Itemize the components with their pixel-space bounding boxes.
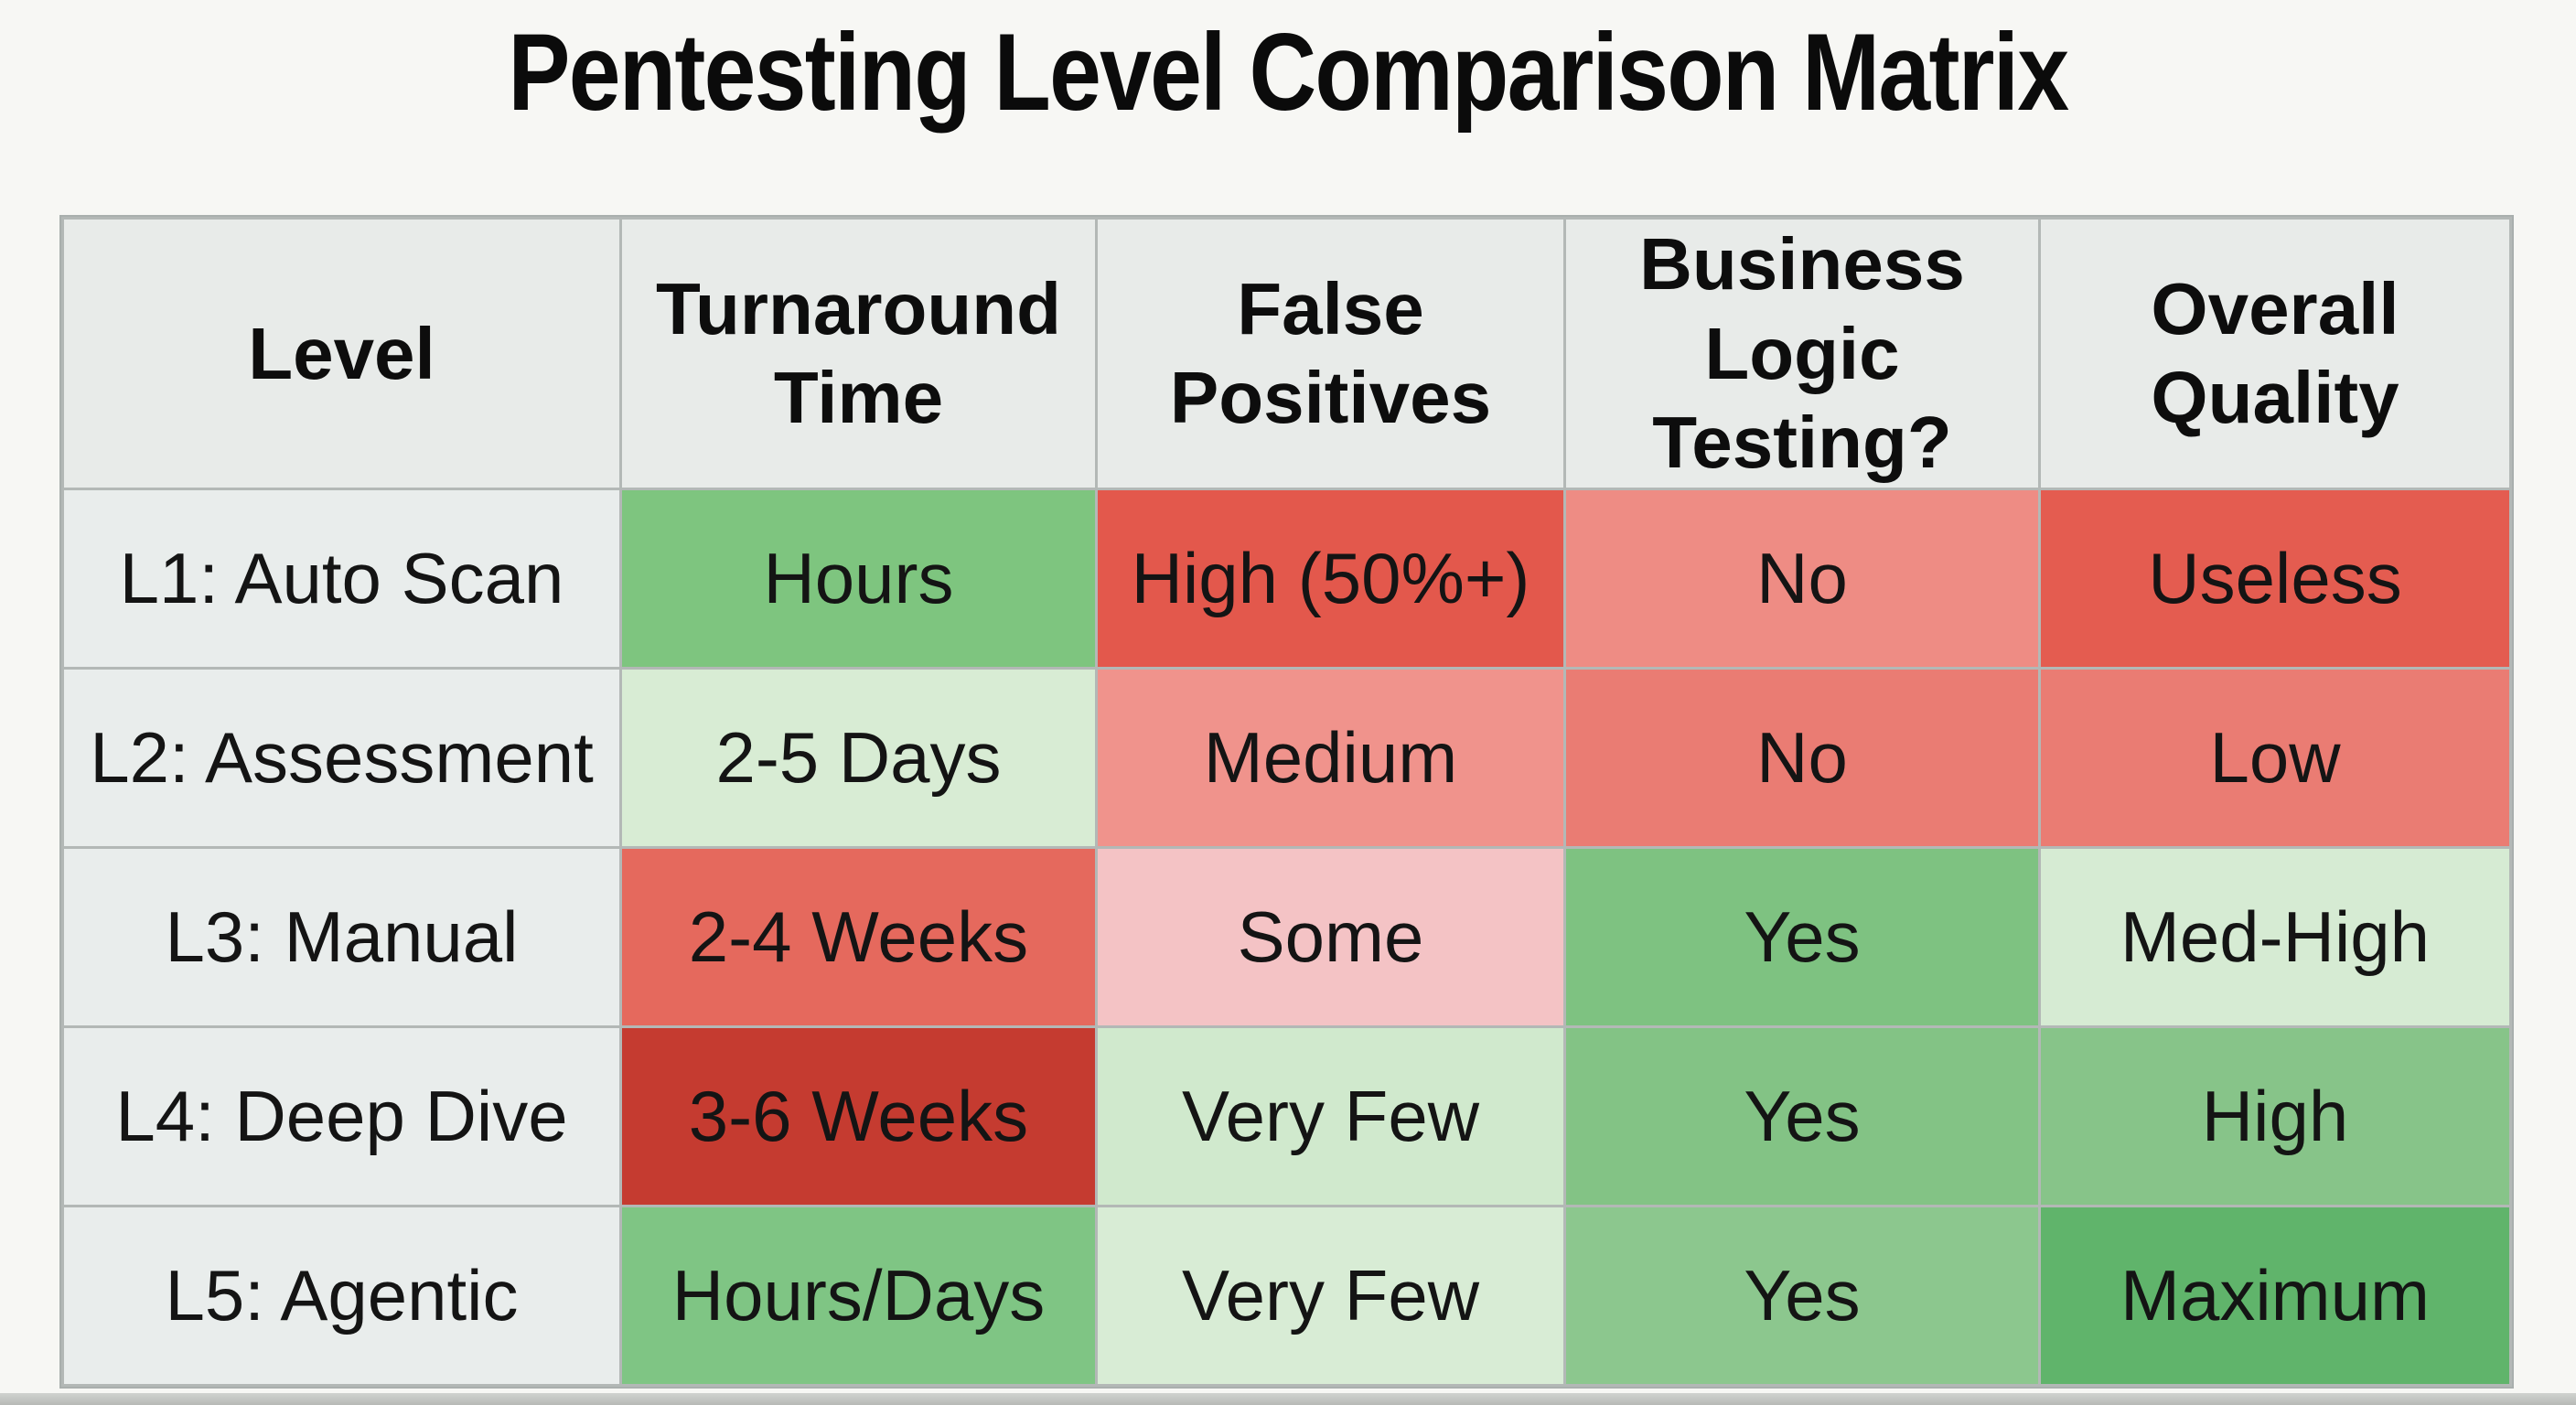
table-cell: Useless xyxy=(2038,487,2512,670)
table-cell: Yes xyxy=(1563,1204,2041,1387)
column-header: Turnaround Time xyxy=(619,217,1098,490)
table-cell: High (50%+) xyxy=(1095,487,1566,670)
level-cell: L4: Deep Dive xyxy=(61,1024,622,1207)
table-row: L4: Deep Dive 3-6 Weeks Very Few Yes High xyxy=(61,1024,2512,1207)
table-body: L1: Auto Scan Hours High (50%+) No Useless L2… xyxy=(61,487,2512,1387)
page-title: Pentesting Level Comparison Matrix xyxy=(0,9,2576,135)
table-cell: Yes xyxy=(1563,1024,2041,1207)
comparison-table: Level Turnaround Time False Positives Busin… xyxy=(61,217,2512,1387)
header-row: Level Turnaround Time False Positives Busin… xyxy=(61,217,2512,490)
table-cell: Hours xyxy=(619,487,1098,670)
column-header: False Positives xyxy=(1095,217,1566,490)
page-title-text: Pentesting Level Comparison Matrix xyxy=(508,11,2070,134)
table-cell: Yes xyxy=(1563,845,2041,1028)
bottom-edge-strip xyxy=(0,1393,2576,1405)
column-header: Level xyxy=(61,217,622,490)
column-header: Business Logic Testing? xyxy=(1563,217,2041,490)
table-cell: Very Few xyxy=(1095,1204,1566,1387)
table-cell: 2-4 Weeks xyxy=(619,845,1098,1028)
table-cell: No xyxy=(1563,666,2041,849)
table-cell: 3-6 Weeks xyxy=(619,1024,1098,1207)
table-cell: Medium xyxy=(1095,666,1566,849)
table-cell: Some xyxy=(1095,845,1566,1028)
level-cell: L1: Auto Scan xyxy=(61,487,622,670)
table-row: L3: Manual 2-4 Weeks Some Yes Med-High xyxy=(61,845,2512,1028)
table-cell: Maximum xyxy=(2038,1204,2512,1387)
table-cell: 2-5 Days xyxy=(619,666,1098,849)
table-cell: Med-High xyxy=(2038,845,2512,1028)
level-cell: L2: Assessment xyxy=(61,666,622,849)
table-cell: Low xyxy=(2038,666,2512,849)
level-cell: L3: Manual xyxy=(61,845,622,1028)
table-cell: Very Few xyxy=(1095,1024,1566,1207)
table-row: L2: Assessment 2-5 Days Medium No Low xyxy=(61,666,2512,849)
table-cell: Hours/Days xyxy=(619,1204,1098,1387)
table-cell: No xyxy=(1563,487,2041,670)
table-row: L5: Agentic Hours/Days Very Few Yes Maximum xyxy=(61,1204,2512,1387)
table-cell: High xyxy=(2038,1024,2512,1207)
level-cell: L5: Agentic xyxy=(61,1204,622,1387)
table-row: L1: Auto Scan Hours High (50%+) No Useless xyxy=(61,487,2512,670)
column-header: Overall Quality xyxy=(2038,217,2512,490)
